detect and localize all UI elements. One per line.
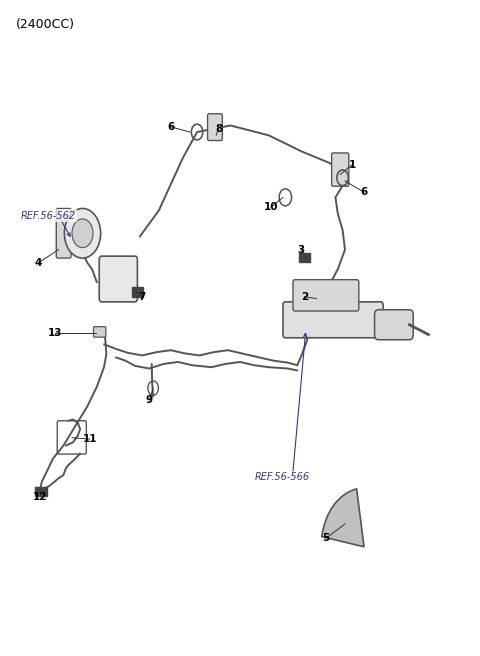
Text: 10: 10 <box>264 202 278 212</box>
Text: REF.56-566: REF.56-566 <box>254 472 310 482</box>
FancyBboxPatch shape <box>332 153 349 186</box>
Text: 12: 12 <box>33 491 48 502</box>
Text: REF.56-562: REF.56-562 <box>21 211 76 220</box>
FancyBboxPatch shape <box>283 302 383 338</box>
FancyBboxPatch shape <box>99 256 137 302</box>
Text: 3: 3 <box>298 245 305 255</box>
Text: 13: 13 <box>48 328 62 338</box>
Text: 6: 6 <box>167 122 174 132</box>
Text: 8: 8 <box>215 124 222 134</box>
Text: 7: 7 <box>139 292 146 302</box>
Text: 6: 6 <box>360 187 368 197</box>
FancyBboxPatch shape <box>293 279 359 311</box>
Circle shape <box>64 209 101 258</box>
Bar <box>35 487 47 496</box>
Bar <box>299 253 310 262</box>
FancyBboxPatch shape <box>374 310 413 340</box>
Wedge shape <box>322 489 364 547</box>
Text: 1: 1 <box>348 159 356 170</box>
Text: 11: 11 <box>83 434 97 444</box>
Text: 4: 4 <box>35 258 42 268</box>
Bar <box>132 287 143 297</box>
Text: 2: 2 <box>301 292 308 302</box>
FancyBboxPatch shape <box>94 327 106 337</box>
FancyBboxPatch shape <box>56 209 71 258</box>
Text: (2400CC): (2400CC) <box>16 18 75 31</box>
Text: 5: 5 <box>322 533 330 543</box>
Text: 9: 9 <box>146 395 153 405</box>
Circle shape <box>72 219 93 248</box>
FancyBboxPatch shape <box>207 113 222 140</box>
